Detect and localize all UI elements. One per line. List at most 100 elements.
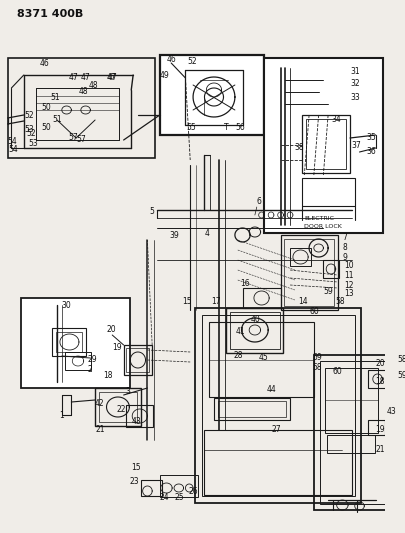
- Text: 23: 23: [129, 478, 139, 487]
- Text: 54: 54: [8, 138, 17, 147]
- Text: 18: 18: [375, 377, 384, 386]
- Text: 58: 58: [312, 364, 322, 373]
- Text: 3: 3: [126, 387, 130, 397]
- Text: 48: 48: [88, 80, 98, 90]
- Bar: [126, 405, 153, 427]
- Bar: [303, 115, 350, 173]
- Text: 56: 56: [235, 123, 245, 132]
- Bar: [8, 58, 155, 158]
- Text: 8: 8: [342, 244, 347, 253]
- Bar: [126, 348, 149, 372]
- Text: 47: 47: [107, 74, 117, 83]
- Text: 15: 15: [183, 297, 192, 306]
- Text: 53: 53: [25, 125, 34, 134]
- Text: 39: 39: [169, 231, 179, 240]
- Text: 51: 51: [50, 93, 60, 102]
- Bar: [214, 398, 290, 420]
- Text: 50: 50: [41, 102, 51, 111]
- Text: 52: 52: [27, 128, 36, 138]
- Text: 60: 60: [333, 367, 343, 376]
- Text: 55: 55: [186, 123, 196, 132]
- Text: 6: 6: [257, 198, 262, 206]
- Text: 57: 57: [68, 133, 78, 142]
- Text: 24: 24: [160, 492, 169, 502]
- Text: 7: 7: [342, 233, 347, 243]
- Bar: [218, 401, 286, 417]
- Text: 11: 11: [344, 271, 354, 279]
- Text: 59: 59: [323, 287, 333, 296]
- Text: 34: 34: [331, 116, 341, 125]
- Text: 48: 48: [79, 87, 89, 96]
- Text: 50: 50: [41, 124, 51, 133]
- Text: 58: 58: [398, 356, 405, 365]
- Text: DOOR LOCK: DOOR LOCK: [304, 223, 342, 229]
- Bar: [264, 58, 383, 233]
- Text: 26: 26: [188, 488, 198, 497]
- Bar: [160, 55, 264, 135]
- Bar: [306, 119, 346, 169]
- Text: 47: 47: [107, 74, 116, 83]
- Text: 46: 46: [166, 55, 176, 64]
- Text: 35: 35: [366, 133, 376, 142]
- Text: 59: 59: [398, 370, 405, 379]
- Text: 12: 12: [344, 280, 354, 289]
- Bar: [230, 312, 279, 349]
- Bar: [65, 352, 91, 370]
- Text: 19: 19: [376, 425, 385, 434]
- Bar: [320, 361, 399, 504]
- Text: 25: 25: [175, 492, 185, 502]
- Text: 57: 57: [76, 135, 86, 144]
- Bar: [21, 298, 130, 388]
- Bar: [124, 345, 152, 375]
- Text: 40: 40: [251, 316, 261, 325]
- Text: 52: 52: [25, 110, 34, 119]
- Bar: [52, 328, 85, 356]
- Text: 27: 27: [271, 425, 281, 434]
- Bar: [160, 475, 198, 497]
- Bar: [205, 430, 352, 495]
- Bar: [323, 260, 339, 278]
- Text: 51: 51: [52, 116, 62, 125]
- Text: 1: 1: [59, 410, 64, 419]
- Text: 32: 32: [350, 79, 360, 88]
- Text: 33: 33: [350, 93, 360, 101]
- Text: 9: 9: [342, 253, 347, 262]
- Text: 47: 47: [68, 74, 78, 83]
- Bar: [202, 315, 355, 496]
- Text: ELECTRIC: ELECTRIC: [304, 215, 335, 221]
- Text: 22: 22: [116, 406, 126, 415]
- Text: 42: 42: [95, 400, 105, 408]
- Bar: [327, 435, 375, 453]
- Text: 43: 43: [131, 417, 141, 426]
- Text: 52: 52: [188, 58, 197, 67]
- Text: 20: 20: [376, 359, 385, 368]
- Text: 58: 58: [336, 297, 345, 306]
- Text: 43: 43: [387, 408, 397, 416]
- Text: 59: 59: [312, 353, 322, 362]
- Text: 30: 30: [62, 301, 72, 310]
- Bar: [56, 332, 82, 352]
- Text: 21: 21: [95, 425, 104, 434]
- Text: 38: 38: [295, 143, 305, 152]
- Bar: [95, 388, 141, 426]
- Bar: [368, 370, 387, 388]
- Text: 47: 47: [81, 74, 91, 83]
- Text: T: T: [224, 123, 229, 132]
- Text: 45: 45: [259, 353, 269, 362]
- Text: 15: 15: [131, 463, 141, 472]
- Text: 4: 4: [205, 229, 209, 238]
- Text: 5: 5: [149, 207, 154, 216]
- Text: 2: 2: [87, 366, 92, 375]
- Text: 49: 49: [160, 70, 170, 79]
- Bar: [314, 355, 404, 510]
- Bar: [281, 235, 338, 310]
- Bar: [141, 480, 162, 496]
- Text: 53: 53: [28, 139, 38, 148]
- Text: 19: 19: [112, 343, 122, 352]
- Text: 10: 10: [344, 262, 354, 271]
- Text: 46: 46: [40, 59, 50, 68]
- Text: 14: 14: [298, 297, 308, 306]
- Text: 60: 60: [309, 308, 319, 317]
- Bar: [226, 308, 284, 353]
- Text: 16: 16: [241, 279, 250, 288]
